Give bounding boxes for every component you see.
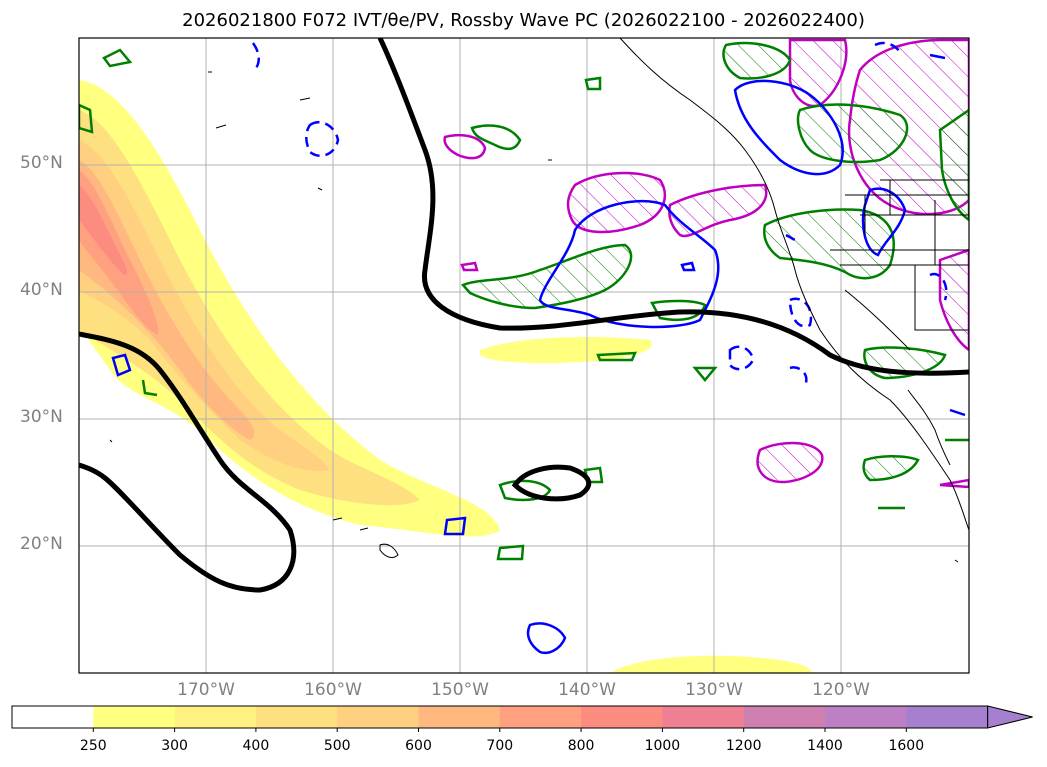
colorbar-tick-label: 700 [486,738,514,754]
colorbar-segment [418,706,501,728]
colorbar-segment [743,706,826,728]
contours-blue-dashed [251,41,948,386]
colorbar-segment [662,706,745,728]
colorbar-segment [174,706,257,728]
colorbar-extend-arrow [987,705,1033,729]
colorbar-segment [499,706,582,728]
chart-title: 2026021800 F072 IVT/θe/PV, Rossby Wave P… [182,10,865,31]
lat-label: 30°N [20,407,63,427]
colorbar-segment [12,706,94,728]
lat-label: 20°N [20,534,63,554]
colorbar-tick-label: 250 [79,738,107,754]
colorbar-tick-label: 500 [323,738,351,754]
map-area [79,38,969,673]
contours-blue [111,53,966,655]
colorbar-segment [93,706,176,728]
colorbar-tick-label: 1400 [807,738,843,754]
lat-label: 50°N [20,153,63,173]
theta-e-contours-green [79,41,969,561]
colorbar-tick-label: 1200 [725,738,762,754]
lon-label: 130°W [685,680,743,700]
colorbar-tick-label: 300 [161,738,188,754]
colorbar-segment [825,706,907,728]
colorbar-tick-label: 600 [405,738,432,754]
colorbar-tick-label: 1000 [644,738,681,754]
colorbar [11,705,1033,732]
contours-black [79,38,969,593]
lat-label: 40°N [20,280,63,300]
ivt-fill [79,80,812,673]
lon-label: 120°W [812,680,870,700]
coastlines [109,38,969,563]
colorbar-tick-label: 1600 [888,738,925,754]
pv-contours-magenta [443,38,969,489]
colorbar-segment [906,706,989,728]
colorbar-tick-label: 800 [567,738,595,754]
lon-label: 160°W [304,680,362,700]
lon-label: 170°W [177,680,235,700]
colorbar-segment [581,706,663,728]
map-frame [78,37,970,674]
lon-label: 150°W [431,680,489,700]
lon-label: 140°W [558,680,616,700]
colorbar-segment [255,706,338,728]
colorbar-segment [337,706,419,728]
colorbar-tick-label: 400 [242,738,270,754]
